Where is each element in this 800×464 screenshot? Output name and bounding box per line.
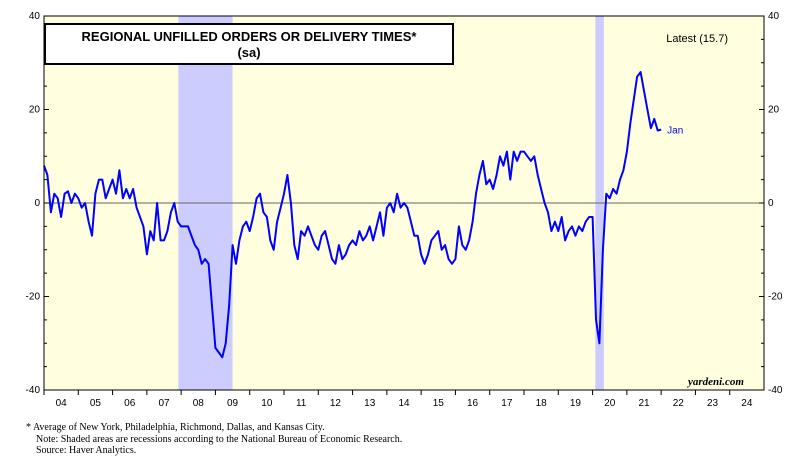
x-tick-label: 05 [90, 398, 102, 409]
x-tick-label: 24 [741, 398, 753, 409]
y-tick-label-left: 20 [29, 105, 41, 116]
x-tick-label: 14 [398, 398, 410, 409]
x-tick-label: 10 [261, 398, 273, 409]
latest-value-label: Latest (15.7) [666, 33, 728, 45]
series-line-1 [43, 71, 662, 359]
y-tick-label-right: -40 [768, 385, 783, 396]
y-tick-label-right: 0 [768, 198, 774, 209]
series-layer: Jan [43, 71, 683, 359]
y-tick-label-left: 40 [29, 11, 41, 22]
x-tick-label: 08 [193, 398, 205, 409]
x-tick-label: 07 [158, 398, 170, 409]
axes: -40 -40 -20 -20 0 0 20 20 40 40 04 05 06 07 08 09 10 11 12… [26, 11, 783, 409]
y-tick-label-right: 20 [768, 105, 780, 116]
chart-subtitle: (sa) [237, 45, 261, 60]
chart-title: REGIONAL UNFILLED ORDERS OR DELIVERY TIM… [81, 29, 417, 44]
x-tick-label: 09 [227, 398, 239, 409]
footnote-1: * Average of New York, Philadelphia, Ric… [26, 422, 325, 433]
x-tick-label: 19 [570, 398, 582, 409]
footnote-3: Source: Haver Analytics. [36, 445, 137, 456]
chart-title-box: REGIONAL UNFILLED ORDERS OR DELIVERY TIM… [44, 23, 454, 65]
x-tick-label: 11 [296, 398, 307, 409]
end-label: Jan [667, 126, 683, 137]
x-tick-label: 22 [673, 398, 685, 409]
y-tick-label-left: -20 [26, 292, 41, 303]
footnote-2: Note: Shaded areas are recessions accord… [36, 433, 403, 445]
y-tick-label-left: 0 [34, 198, 40, 209]
x-tick-label: 21 [638, 398, 650, 409]
x-tick-label: 12 [330, 398, 342, 409]
x-tick-label: 04 [56, 398, 68, 409]
x-tick-label: 17 [501, 398, 513, 409]
y-tick-label-right: -20 [768, 292, 783, 303]
footnotes: * Average of New York, Philadelphia, Ric… [26, 422, 402, 457]
x-tick-label: 06 [124, 398, 136, 409]
y-tick-label-left: -40 [26, 385, 41, 396]
y-tick-label-right: 40 [768, 11, 780, 22]
x-tick-label: 20 [604, 398, 616, 409]
watermark: yardeni.com [688, 376, 744, 388]
x-tick-label: 13 [364, 398, 376, 409]
x-tick-label: 23 [707, 398, 719, 409]
x-tick-label: 16 [467, 398, 479, 409]
x-tick-label: 18 [536, 398, 548, 409]
x-tick-label: 15 [433, 398, 445, 409]
